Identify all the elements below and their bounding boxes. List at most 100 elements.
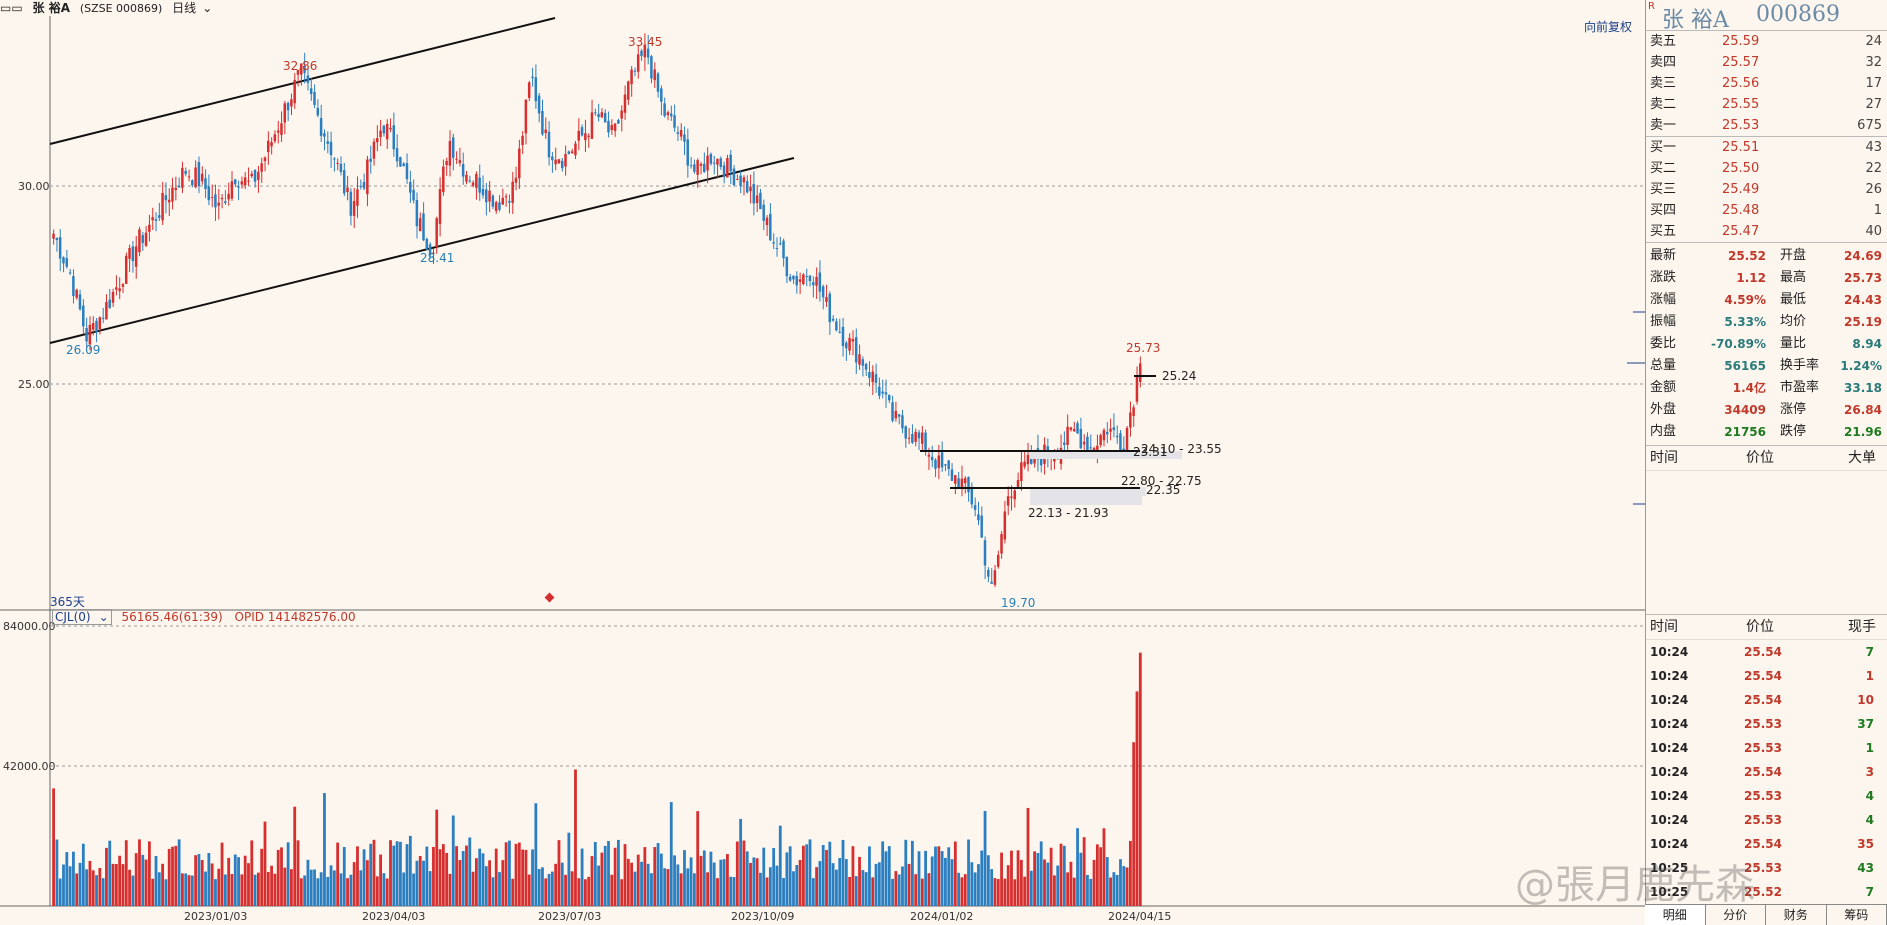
volume-bar <box>1136 691 1139 906</box>
volume-bar <box>716 878 719 906</box>
volume-bar <box>551 872 554 906</box>
tab-2[interactable]: 财务 <box>1766 905 1827 925</box>
period-label: 日线 <box>172 1 196 15</box>
volume-bar <box>743 841 746 906</box>
indicator-selector[interactable]: CJL(0)⌄ <box>52 609 112 625</box>
candle-body <box>132 246 135 261</box>
volume-bar <box>990 869 993 906</box>
candle-body <box>128 248 131 259</box>
candle-body <box>564 154 567 167</box>
candle-body <box>89 325 92 344</box>
stat-label: 市盈率 <box>1780 377 1819 399</box>
candle-body <box>634 71 637 72</box>
volume-bar <box>696 811 699 906</box>
stat-value: 1.4亿 <box>1706 377 1766 399</box>
annot-level-2524: 25.24 <box>1162 369 1196 383</box>
volume-bar <box>561 863 564 906</box>
candle-body <box>604 113 607 122</box>
candle-body <box>274 134 277 141</box>
volume-bar <box>224 875 227 906</box>
volume-bar <box>597 866 600 906</box>
volume-bar <box>1093 860 1096 906</box>
candle-body <box>208 187 211 201</box>
volume-bar <box>921 879 924 906</box>
stat-label: 换手率 <box>1780 355 1819 377</box>
col-big-order: 大单 <box>1848 446 1876 470</box>
stat-value: 25.52 <box>1706 245 1766 267</box>
volume-bar <box>505 842 508 906</box>
candle-body <box>980 516 983 538</box>
volume-bar <box>422 861 425 906</box>
volume-bar <box>264 822 267 906</box>
stat-label: 涨幅 <box>1650 289 1676 311</box>
candle-body <box>677 132 680 134</box>
volume-bar <box>544 878 547 906</box>
candle-body <box>422 213 425 240</box>
volume-bar <box>538 869 541 906</box>
volume-bar <box>660 854 663 906</box>
volume-bar <box>1040 841 1043 906</box>
volume-bar <box>918 851 921 906</box>
volume-bar <box>515 844 518 906</box>
volume-bar <box>495 849 498 906</box>
volume-bar <box>799 860 802 906</box>
candle-body <box>657 73 660 91</box>
volume-bar <box>901 866 904 906</box>
candle-body <box>171 188 174 202</box>
stat-label: 最低 <box>1780 289 1806 311</box>
candle-body <box>663 103 666 116</box>
candle-body <box>393 125 396 149</box>
volume-bar <box>214 879 217 906</box>
volume-bar <box>333 870 336 906</box>
candle-body <box>624 95 627 113</box>
price-tick-25: 25.00 <box>18 378 50 391</box>
candle-body <box>786 257 789 276</box>
volume-bar <box>257 873 260 906</box>
volume-bar <box>769 867 772 906</box>
volume-bar <box>122 864 125 906</box>
tick-price: 25.53 <box>1744 712 1782 736</box>
period-selector[interactable]: 日线⌄ <box>172 1 218 15</box>
kline-chart-area[interactable]: 30.00 25.00 84000.00 42000.00 32.86 33.4… <box>0 0 1645 924</box>
candle-body <box>766 218 769 225</box>
channel-upper-line[interactable] <box>50 18 555 144</box>
stat-value: 24.69 <box>1844 245 1882 267</box>
candle-body <box>95 321 98 332</box>
candle-body <box>997 555 1000 567</box>
event-marker-icon[interactable] <box>545 593 555 603</box>
opid-value: OPID 141482576.00 <box>235 610 356 624</box>
volume-bar <box>924 851 927 906</box>
restore-mode-button[interactable]: 向前复权 <box>1584 18 1632 35</box>
candle-body <box>498 202 501 210</box>
volume-bar <box>1129 841 1132 906</box>
stat-value: 8.94 <box>1852 333 1882 355</box>
candle-body <box>574 144 577 156</box>
kline-chart-svg[interactable]: 30.00 25.00 84000.00 42000.00 32.86 33.4… <box>0 0 1645 924</box>
layout-icon[interactable]: ▭▭ <box>0 1 23 15</box>
candle-body <box>396 148 399 161</box>
candle-body <box>75 290 78 298</box>
bids-label: 买四 <box>1650 200 1676 221</box>
candle-body <box>957 478 960 487</box>
volume-bar <box>842 840 845 906</box>
volume-bar <box>131 876 134 906</box>
tab-3[interactable]: 筹码 <box>1827 905 1887 925</box>
